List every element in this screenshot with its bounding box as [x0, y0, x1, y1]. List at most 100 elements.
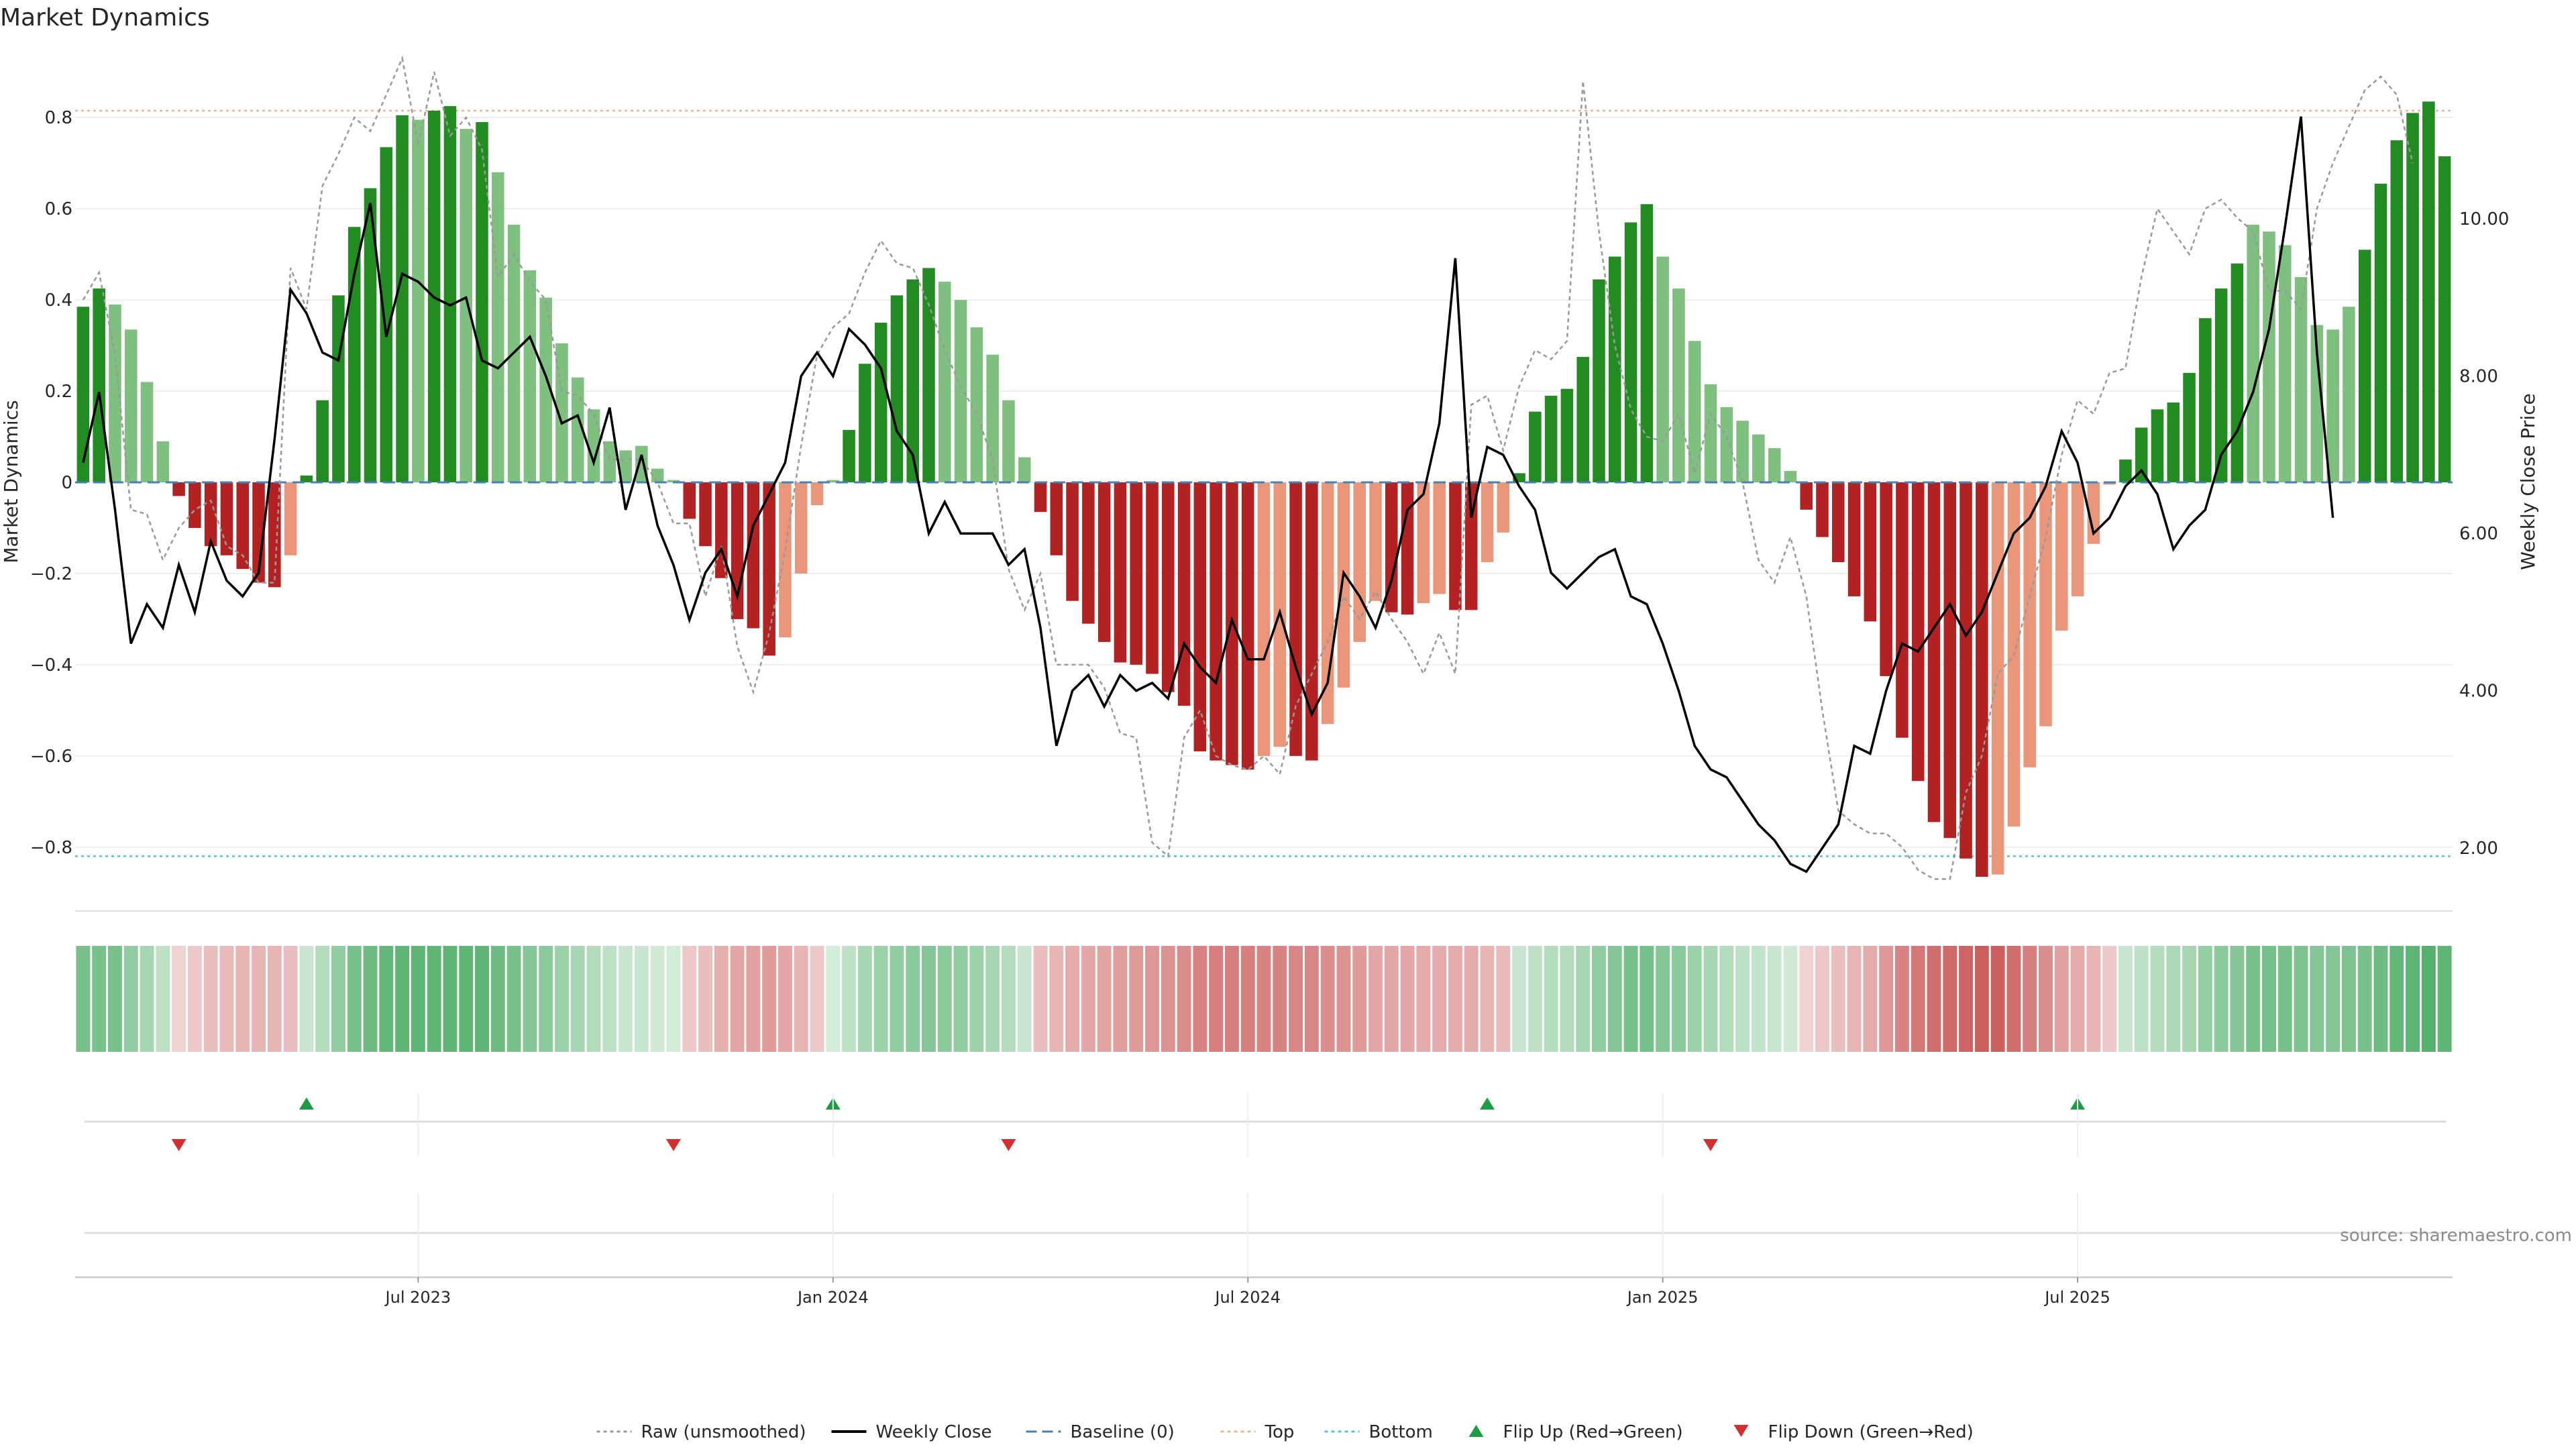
flip-down-marker — [1703, 1139, 1718, 1151]
market-dynamics-bar — [1401, 482, 1414, 615]
heat-strip-cell — [953, 946, 968, 1052]
legend-entry: Top — [1220, 1422, 1294, 1442]
date-tick-label: Jan 2025 — [1626, 1288, 1699, 1307]
heat-strip-cell — [2102, 946, 2117, 1052]
legend-entry: Bottom — [1324, 1422, 1433, 1442]
y-tick-label: −0.8 — [30, 838, 72, 858]
heat-strip-cell — [1193, 946, 1208, 1052]
market-dynamics-bar — [763, 482, 775, 656]
market-dynamics-bar — [2422, 101, 2435, 482]
market-dynamics-bar — [1018, 457, 1031, 482]
market-dynamics-bar — [76, 307, 90, 482]
heat-strip-cell — [1145, 946, 1159, 1052]
heat-strip-cell — [267, 946, 282, 1052]
market-dynamics-bar — [587, 409, 600, 482]
heat-strip-cell — [586, 946, 601, 1052]
market-dynamics-bar — [1831, 482, 1845, 562]
heat-strip-cell — [411, 946, 425, 1052]
heat-strip-cell — [1496, 946, 1511, 1052]
market-dynamics-bar — [124, 329, 138, 482]
heat-strip-cell — [331, 946, 345, 1052]
market-dynamics-bar — [1529, 411, 1542, 482]
market-dynamics-bar — [2087, 482, 2100, 544]
market-dynamics-bar — [1672, 288, 1685, 482]
date-tick-label: Jul 2024 — [1214, 1288, 1281, 1307]
heat-strip-cell — [283, 946, 298, 1052]
heat-strip-cell — [842, 946, 857, 1052]
y2-axis-ticks: 10.00 8.00 6.00 4.00 2.00 — [2459, 209, 2509, 859]
heat-strip-cell — [1640, 946, 1654, 1052]
heat-strip-cell — [172, 946, 186, 1052]
market-dynamics-bar — [1943, 482, 1957, 839]
heat-strip-cell — [857, 946, 872, 1052]
market-dynamics-bar — [284, 482, 297, 555]
market-dynamics-bar — [810, 482, 824, 505]
heat-strip-cell — [187, 946, 202, 1052]
market-dynamics-bar — [1385, 482, 1398, 612]
heat-strip-cell — [1017, 946, 1032, 1052]
heat-strip-cell — [2182, 946, 2197, 1052]
market-dynamics-bar — [2310, 325, 2324, 482]
heat-strip-cell — [1751, 946, 1766, 1052]
heat-strip-cell — [762, 946, 777, 1052]
heat-strip-cell — [1623, 946, 1638, 1052]
heat-strip-cell — [1703, 946, 1718, 1052]
market-dynamics-bar — [954, 300, 967, 482]
market-dynamics-bar — [1193, 482, 1207, 752]
market-dynamics-bar — [1960, 482, 1972, 859]
heat-strip-cell — [299, 946, 314, 1052]
heat-strip-cell — [235, 946, 250, 1052]
heat-strip-cell — [1336, 946, 1351, 1052]
heat-strip-cell — [2262, 946, 2276, 1052]
market-dynamics-bar — [2199, 318, 2212, 482]
market-dynamics-bar — [1097, 482, 1111, 642]
weekly-close-line — [82, 116, 2334, 873]
market-dynamics-bar — [1544, 395, 1558, 482]
market-dynamics-bar — [1449, 482, 1462, 610]
legend-flip-down-symbol — [1733, 1425, 1749, 1437]
heat-strip-cell — [2023, 946, 2037, 1052]
market-dynamics-bar — [571, 377, 584, 482]
heat-strip-cell — [490, 946, 505, 1052]
heat-strip-cell — [1512, 946, 1527, 1052]
market-dynamics-bar — [1608, 256, 1621, 482]
market-dynamics-bar — [156, 441, 170, 482]
market-dynamics-bar — [826, 480, 840, 482]
market-dynamics-bar — [204, 482, 217, 547]
date-tick-label: Jul 2025 — [2043, 1288, 2110, 1307]
heat-strip-cell — [1879, 946, 1894, 1052]
heat-strip-cell — [1081, 946, 1095, 1052]
heat-strip-cell — [2070, 946, 2085, 1052]
heat-strip-cell — [1129, 946, 1144, 1052]
market-dynamics-bar — [2167, 402, 2180, 482]
date-tick-label: Jul 2023 — [384, 1288, 451, 1307]
heat-strip — [76, 946, 2452, 1052]
market-dynamics-bar — [172, 482, 185, 496]
y-tick-label: 0.4 — [45, 290, 72, 311]
market-dynamics-bar — [460, 129, 473, 482]
heat-strip-cell — [1592, 946, 1606, 1052]
market-dynamics-bar — [2039, 482, 2052, 727]
heat-strip-cell — [2294, 946, 2308, 1052]
market-dynamics-bar — [2151, 409, 2164, 482]
heat-strip-cell — [1177, 946, 1191, 1052]
market-dynamics-bar — [1640, 204, 1654, 482]
market-dynamics-bar — [1976, 482, 1988, 877]
heat-strip-cell — [1815, 946, 1829, 1052]
heat-strip-cell — [1863, 946, 1878, 1052]
market-dynamics-bar — [1369, 482, 1382, 601]
heat-strip-cell — [203, 946, 218, 1052]
flip-down-marker — [171, 1139, 186, 1151]
heat-strip-cell — [810, 946, 824, 1052]
heat-strip-cell — [794, 946, 808, 1052]
market-dynamics-bar — [2406, 113, 2419, 483]
market-dynamics-bar — [443, 106, 457, 482]
heat-strip-cell — [2054, 946, 2069, 1052]
heat-strip-cell — [1224, 946, 1239, 1052]
market-dynamics-bar — [380, 147, 393, 482]
heat-strip-cell — [666, 946, 681, 1052]
heat-strip-cell — [1576, 946, 1591, 1052]
market-dynamics-bar — [1433, 482, 1446, 594]
market-dynamics-bar — [268, 482, 281, 588]
heat-strip-cell — [1974, 946, 1989, 1052]
